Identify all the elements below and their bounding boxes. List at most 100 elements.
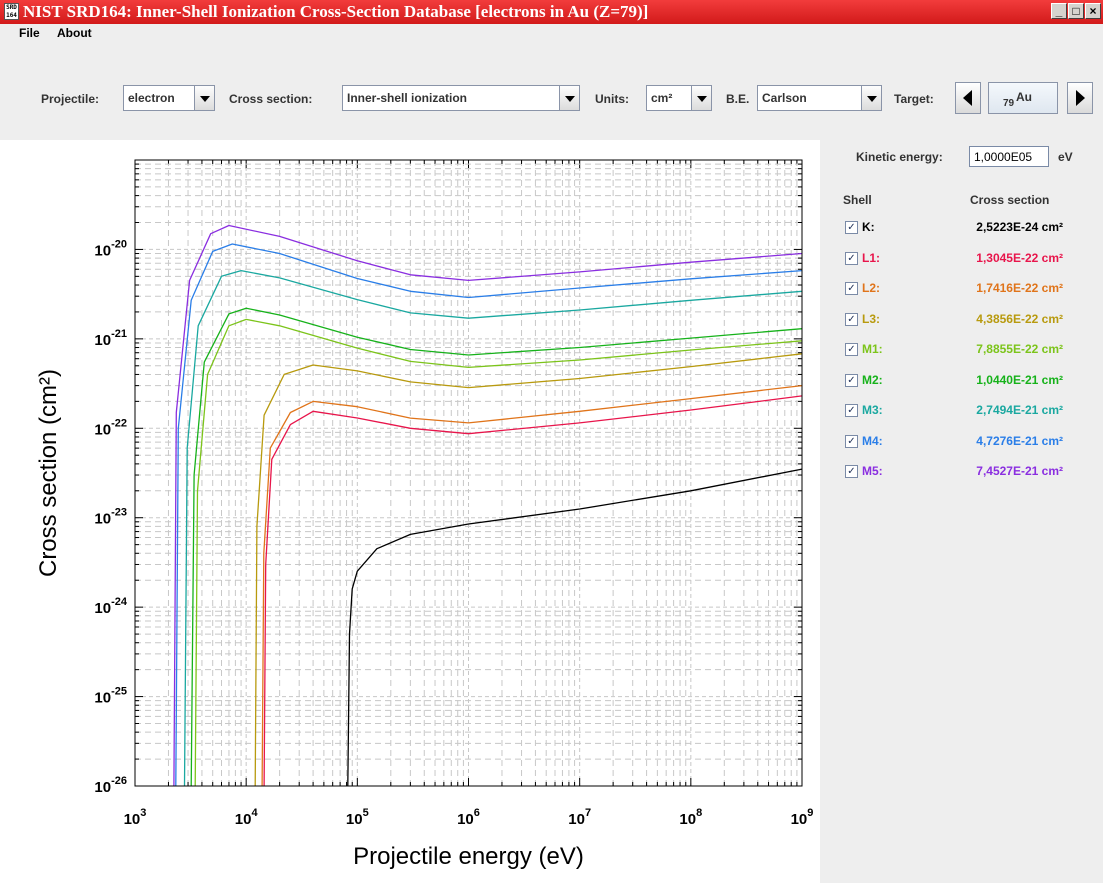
series-line-m2	[190, 307, 803, 787]
shell-row[interactable]: ✓ M2: 1,0440E-21 cm²	[845, 372, 1095, 392]
kinetic-energy-unit: eV	[1058, 150, 1073, 164]
y-tick-label: 10-25	[94, 686, 127, 707]
chevron-down-icon[interactable]	[691, 86, 711, 110]
shell-row[interactable]: ✓ K: 2,5223E-24 cm²	[845, 219, 1095, 239]
x-tick-label: 106	[457, 807, 480, 828]
next-element-button[interactable]	[1067, 82, 1093, 114]
series-line-m5	[173, 224, 803, 787]
shell-row[interactable]: ✓ M3: 2,7494E-21 cm²	[845, 402, 1095, 422]
y-tick-label: 10-21	[94, 328, 127, 349]
shell-cross-section-value: 1,7416E-22 cm²	[976, 281, 1063, 295]
menu-bar: File About	[0, 24, 1103, 42]
y-tick-label: 10-20	[94, 238, 127, 259]
shell-cross-section-value: 2,5223E-24 cm²	[976, 220, 1063, 234]
shell-name: L2:	[862, 281, 880, 295]
projectile-value: electron	[128, 91, 175, 105]
shell-row[interactable]: ✓ M4: 4,7276E-21 cm²	[845, 433, 1095, 453]
window-title: NIST SRD164: Inner-Shell Ionization Cros…	[23, 2, 649, 21]
shell-row[interactable]: ✓ L1: 1,3045E-22 cm²	[845, 250, 1095, 270]
units-select[interactable]: cm²	[646, 85, 712, 111]
shell-cross-section-value: 7,4527E-21 cm²	[976, 464, 1063, 478]
shell-cross-section-value: 7,8855E-22 cm²	[976, 342, 1063, 356]
series-line-l3	[254, 353, 803, 787]
shell-checkbox[interactable]: ✓	[845, 343, 858, 356]
shell-checkbox[interactable]: ✓	[845, 465, 858, 478]
kinetic-energy-input[interactable]	[969, 146, 1049, 167]
shell-checkbox[interactable]: ✓	[845, 373, 858, 387]
shell-cross-section-value: 1,3045E-22 cm²	[976, 250, 1063, 265]
shell-header: Shell	[843, 193, 872, 207]
y-tick-label: 10-22	[94, 417, 127, 438]
cross-section-label: Cross section:	[229, 92, 313, 106]
shell-name: M2:	[862, 372, 883, 387]
results-panel	[820, 140, 1103, 883]
be-select[interactable]: Carlson	[757, 85, 882, 111]
projectile-select[interactable]: electron	[123, 85, 215, 111]
series-line-l1	[263, 395, 803, 787]
series-line-k	[347, 468, 803, 787]
shell-checkbox[interactable]: ✓	[845, 282, 858, 295]
shell-checkbox[interactable]: ✓	[845, 251, 858, 265]
target-symbol: Au	[1016, 90, 1032, 104]
series-line-m3	[183, 269, 803, 787]
triangle-left-icon	[963, 90, 972, 106]
shell-cross-section-value: 4,7276E-21 cm²	[976, 433, 1063, 448]
series-line-m4	[175, 243, 803, 787]
x-tick-label: 107	[568, 807, 591, 828]
be-label: B.E.	[726, 92, 750, 106]
shell-row[interactable]: ✓ L2: 1,7416E-22 cm²	[845, 280, 1095, 300]
shell-name: M5:	[862, 464, 883, 478]
y-axis-label: Cross section (cm²)	[35, 369, 62, 577]
x-tick-label: 105	[346, 807, 369, 828]
app-icon: SRD 164	[4, 3, 19, 20]
shell-name: L3:	[862, 311, 880, 326]
x-axis-label: Projectile energy (eV)	[353, 843, 584, 870]
cross-section-value: Inner-shell ionization	[347, 91, 468, 105]
shell-checkbox[interactable]: ✓	[845, 312, 858, 326]
shell-cross-section-value: 4,3856E-22 cm²	[976, 311, 1063, 326]
units-value: cm²	[651, 91, 673, 105]
shell-name: K:	[862, 220, 875, 234]
target-label: Target:	[894, 92, 934, 106]
x-tick-label: 103	[124, 807, 147, 828]
shell-checkbox[interactable]: ✓	[845, 221, 858, 234]
y-tick-label: 10-23	[94, 507, 127, 528]
close-button[interactable]: ×	[1085, 3, 1101, 19]
previous-element-button[interactable]	[955, 82, 981, 114]
y-tick-label: 10-24	[94, 596, 127, 617]
x-tick-label: 108	[679, 807, 702, 828]
shell-name: M3:	[862, 403, 883, 417]
units-label: Units:	[595, 92, 629, 106]
shell-cross-section-value: 1,0440E-21 cm²	[976, 372, 1063, 387]
shell-row[interactable]: ✓ L3: 4,3856E-22 cm²	[845, 311, 1095, 331]
shell-name: M1:	[862, 342, 883, 356]
plot-border	[134, 159, 803, 787]
triangle-right-icon	[1076, 90, 1085, 106]
chevron-down-icon[interactable]	[559, 86, 579, 110]
series-line-m1	[194, 318, 803, 787]
cross-section-select[interactable]: Inner-shell ionization	[342, 85, 580, 111]
chevron-down-icon[interactable]	[861, 86, 881, 110]
menu-about[interactable]: About	[57, 26, 92, 40]
shell-row[interactable]: ✓ M1: 7,8855E-22 cm²	[845, 341, 1095, 361]
shell-checkbox[interactable]: ✓	[845, 404, 858, 417]
shell-row[interactable]: ✓ M5: 7,4527E-21 cm²	[845, 463, 1095, 483]
chevron-down-icon[interactable]	[194, 86, 214, 110]
shell-cross-section-value: 2,7494E-21 cm²	[976, 403, 1063, 417]
be-value: Carlson	[762, 91, 807, 105]
kinetic-energy-label: Kinetic energy:	[856, 150, 943, 164]
cross-section-header: Cross section	[970, 193, 1050, 207]
series-line-l2	[261, 384, 803, 787]
target-atomic-number: 79	[1003, 98, 1015, 109]
shell-name: M4:	[862, 433, 883, 448]
menu-file[interactable]: File	[19, 26, 40, 40]
cross-section-chart: 103 104 105 106 107 108 109 10-26 10-25 10-24 10-2…	[35, 159, 814, 870]
x-tick-label: 109	[791, 807, 814, 828]
shell-checkbox[interactable]: ✓	[845, 434, 858, 448]
title-bar[interactable]: SRD 164 NIST SRD164: Inner-Shell Ionizat…	[0, 0, 1103, 24]
minimize-button[interactable]: _	[1051, 3, 1067, 19]
y-tick-label: 10-26	[94, 775, 127, 796]
maximize-button[interactable]: □	[1068, 3, 1084, 19]
target-element-button[interactable]: 79 Au	[988, 82, 1058, 114]
projectile-label: Projectile:	[41, 92, 100, 106]
